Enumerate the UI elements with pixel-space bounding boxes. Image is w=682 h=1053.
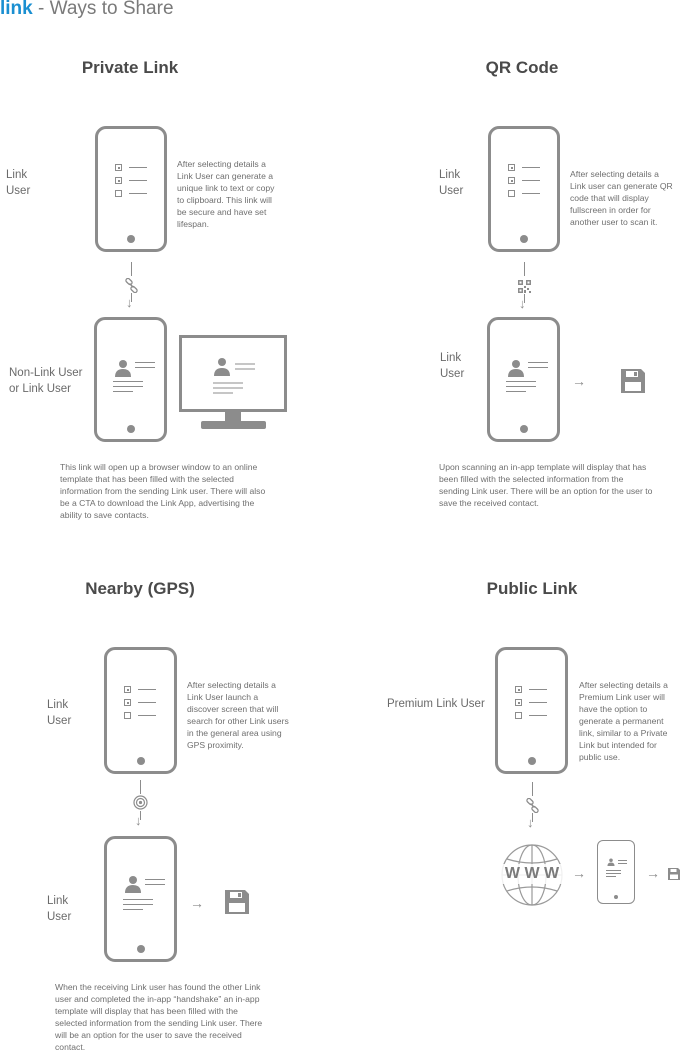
home-button	[527, 757, 536, 765]
private-receiver-label: Non-Link User or Link User	[9, 367, 83, 395]
checkbox-empty-icon	[508, 190, 515, 197]
page-title: - Ways to Share	[32, 0, 174, 19]
arrow-right-icon: →	[646, 865, 660, 881]
qr-footer-description: Upon scanning an in-app template will di…	[439, 462, 653, 508]
connector-line	[131, 262, 132, 276]
nearby-receiver-label: Link User	[47, 895, 72, 923]
brand-wordmark: link	[0, 0, 33, 19]
private-sender-label: Link User	[6, 169, 31, 197]
arrow-down-icon: ↓	[135, 813, 142, 828]
connector-line	[140, 811, 141, 820]
qr-sender-phone	[488, 126, 560, 252]
home-button	[136, 945, 145, 953]
nearby-gps-title: Nearby (GPS)	[85, 579, 195, 598]
arrow-right-icon: →	[572, 865, 586, 881]
floppy-save-icon	[223, 888, 251, 916]
connector-line	[524, 262, 525, 276]
chain-link-icon	[525, 798, 540, 813]
contact-card-icon	[115, 360, 131, 377]
arrow-right-icon: →	[190, 895, 204, 911]
private-link-title: Private Link	[81, 58, 179, 77]
floppy-save-icon	[619, 367, 647, 395]
contact-card-icon	[508, 360, 524, 377]
qr-code-title: QR Code	[485, 58, 559, 77]
qr-code-icon	[518, 280, 531, 293]
home-button	[520, 235, 528, 243]
checkbox-checked-icon	[508, 177, 515, 184]
connector-line	[532, 782, 533, 796]
public-sender-description: After selecting details a Premium Link u…	[579, 680, 668, 762]
checkbox-checked-icon	[115, 164, 122, 171]
qr-sender-label: Link User	[439, 169, 464, 197]
nearby-sender-description: After selecting details a Link User laun…	[187, 680, 289, 750]
floppy-save-icon	[667, 867, 681, 881]
contact-card-icon	[607, 858, 615, 866]
connector-line	[524, 294, 525, 303]
checkbox-checked-icon	[124, 686, 131, 693]
private-footer-description: This link will open up a browser window …	[60, 462, 266, 520]
globe-www-text: W W W	[498, 864, 566, 884]
checkbox-checked-icon	[515, 699, 522, 706]
desktop-monitor-icon	[179, 335, 289, 433]
connector-line	[140, 780, 141, 794]
public-sender-label: Premium Link User	[387, 698, 485, 710]
nearby-sender-phone	[104, 647, 177, 774]
qr-sender-description: After selecting details a Link user can …	[570, 169, 673, 227]
private-sender-phone	[95, 126, 167, 252]
nearby-sender-label: Link User	[47, 699, 72, 727]
public-link-title: Public Link	[486, 579, 578, 598]
gps-signal-icon	[133, 795, 148, 810]
chain-link-icon	[124, 278, 139, 293]
home-button	[136, 757, 145, 765]
nearby-receiver-phone	[104, 836, 177, 962]
home-button	[614, 895, 618, 899]
arrow-down-icon: ↓	[519, 296, 526, 311]
connector-line	[131, 293, 132, 302]
arrow-right-icon: →	[572, 373, 586, 389]
checkbox-checked-icon	[124, 699, 131, 706]
public-sender-phone	[495, 647, 568, 774]
checkbox-checked-icon	[115, 177, 122, 184]
qr-receiver-label: Link User	[440, 352, 465, 380]
checkbox-checked-icon	[515, 686, 522, 693]
page-header: link - Ways to Share	[0, 0, 174, 20]
arrow-down-icon: ↓	[126, 295, 133, 310]
checkbox-empty-icon	[115, 190, 122, 197]
home-button	[126, 425, 135, 433]
qr-receiver-phone	[487, 317, 560, 442]
checkbox-empty-icon	[515, 712, 522, 719]
private-receiver-phone	[94, 317, 167, 442]
home-button	[519, 425, 528, 433]
contact-card-icon	[125, 876, 141, 893]
home-button	[127, 235, 135, 243]
connector-line	[532, 813, 533, 822]
public-receiver-phone	[597, 840, 635, 904]
checkbox-empty-icon	[124, 712, 131, 719]
arrow-down-icon: ↓	[527, 815, 534, 830]
private-sender-description: After selecting details a Link User can …	[177, 159, 275, 229]
checkbox-checked-icon	[508, 164, 515, 171]
nearby-footer-description: When the receiving Link user has found t…	[55, 982, 263, 1052]
globe-www-icon: W W W	[498, 843, 566, 907]
